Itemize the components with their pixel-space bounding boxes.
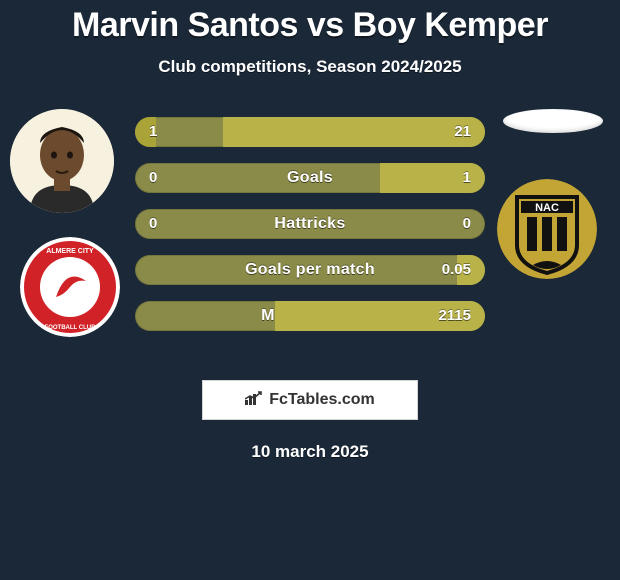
stat-value-right: 1: [463, 163, 471, 193]
stat-row: Min per goal2115: [135, 301, 485, 331]
right-club-badge: NAC: [497, 179, 597, 279]
stat-label: Hattricks: [274, 215, 345, 233]
stat-value-right: 0: [463, 209, 471, 239]
page-subtitle: Club competitions, Season 2024/2025: [0, 57, 620, 77]
comparison-infographic: Marvin Santos vs Boy Kemper Club competi…: [0, 0, 620, 462]
stat-value-left: 0: [149, 163, 157, 193]
stat-value-left: 1: [149, 117, 157, 147]
stat-value-left: 0: [149, 209, 157, 239]
right-player-avatar: [503, 109, 603, 133]
svg-text:ALMERE CITY: ALMERE CITY: [46, 248, 94, 255]
stat-label: Goals: [287, 169, 333, 187]
svg-text:NAC: NAC: [535, 202, 559, 214]
stat-label: Goals per match: [245, 261, 375, 279]
comparison-body: ALMERE CITY FOOTBALL CLUB NAC: [0, 117, 620, 372]
source-badge: FcTables.com: [202, 380, 418, 420]
left-player-column: ALMERE CITY FOOTBALL CLUB: [8, 109, 123, 337]
page-title: Marvin Santos vs Boy Kemper: [0, 0, 620, 45]
stat-row: Goals 0 1: [135, 163, 485, 193]
stat-fill-right: [223, 117, 486, 147]
right-player-column: NAC: [497, 109, 612, 279]
date-label: 10 march 2025: [0, 442, 620, 462]
stat-row: Matches121: [135, 117, 485, 147]
stat-value-right: 2115: [438, 301, 471, 331]
stat-value-right: 0.05: [442, 255, 471, 285]
stats-panel: Matches121Goals01Hattricks00Goals per ma…: [135, 117, 485, 347]
stat-row: Goals per match 0.05: [135, 255, 485, 285]
stat-value-right: 21: [454, 117, 471, 147]
svg-text:FOOTBALL CLUB: FOOTBALL CLUB: [45, 325, 97, 331]
left-club-badge: ALMERE CITY FOOTBALL CLUB: [20, 237, 120, 337]
chart-icon: [245, 391, 263, 410]
stat-row: Hattricks 0 0: [135, 209, 485, 239]
left-player-avatar: [10, 109, 114, 213]
source-text: FcTables.com: [269, 391, 375, 409]
